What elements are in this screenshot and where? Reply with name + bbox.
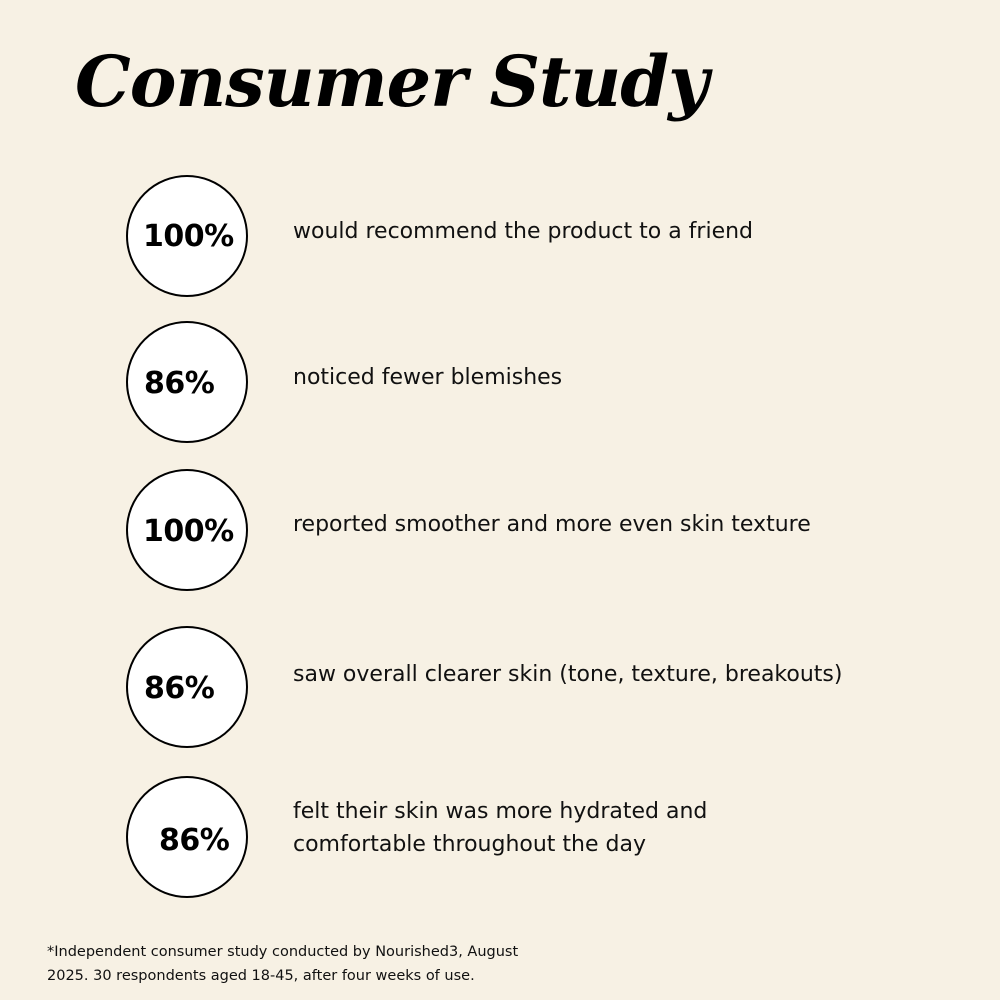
stat-text: saw overall clearer skin (tone, texture,… <box>293 662 843 687</box>
footnote-line2: 2025. 30 respondents aged 18-45, after f… <box>47 968 475 984</box>
stat-value: 86% <box>159 823 230 858</box>
footnote: *Independent consumer study conducted by… <box>47 940 518 988</box>
stat-circle <box>126 469 248 591</box>
stat-circle <box>126 321 248 443</box>
stat-value: 86% <box>144 671 215 706</box>
stat-value: 100% <box>143 219 234 254</box>
footnote-line1: *Independent consumer study conducted by… <box>47 944 519 960</box>
stat-circle <box>126 776 248 898</box>
stat-text: noticed fewer blemishes <box>293 365 563 390</box>
stat-text-line1: felt their skin was more hydrated and <box>293 799 708 824</box>
stat-circle <box>126 175 248 297</box>
stat-text-line2: comfortable throughout the day <box>293 832 646 857</box>
stat-text: reported smoother and more even skin tex… <box>293 512 811 537</box>
page-title: Consumer Study <box>75 40 709 123</box>
stat-circle <box>126 626 248 748</box>
stat-value: 100% <box>143 514 234 549</box>
stat-value: 86% <box>144 366 215 401</box>
stat-text: would recommend the product to a friend <box>293 219 754 244</box>
